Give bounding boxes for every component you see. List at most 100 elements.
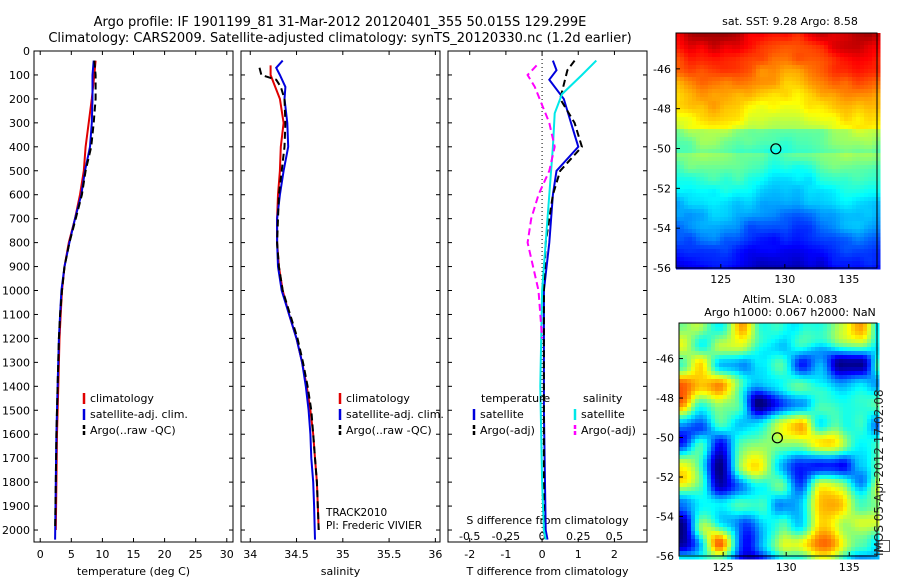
sla_map-cell	[679, 323, 684, 328]
sla_map-cell	[815, 363, 820, 368]
sst_map-cell	[848, 161, 853, 166]
sst_map-cell	[796, 173, 801, 178]
sla_map-cell	[815, 439, 820, 444]
sst_map-cell	[708, 237, 713, 242]
sla_map-cell	[847, 335, 852, 340]
sla_map-cell	[767, 327, 772, 332]
sla_map-cell	[855, 347, 860, 352]
sst_map-cell	[844, 221, 849, 226]
sst_map-cell	[796, 81, 801, 86]
sla_map-cell	[827, 371, 832, 376]
sla_map-cell	[751, 455, 756, 460]
sla_map-cell	[679, 447, 684, 452]
sst_map-cell	[780, 133, 785, 138]
sst_map-cell	[808, 121, 813, 126]
sst_map-cell	[756, 129, 761, 134]
sst_map-cell	[796, 181, 801, 186]
sst_map-cell	[832, 197, 837, 202]
sst_map-cell	[724, 157, 729, 162]
sla_map-cell	[759, 359, 764, 364]
sst_map-cell	[772, 49, 777, 54]
sla_map-cell	[735, 363, 740, 368]
sst_map-cell	[676, 137, 681, 142]
sst_map-cell	[792, 41, 797, 46]
sla_map-cell	[715, 403, 720, 408]
sst_map-xtick-label: 135	[838, 273, 859, 286]
sst_map-cell	[796, 125, 801, 130]
sla_map-cell	[831, 323, 836, 328]
sla_map-cell	[739, 391, 744, 396]
sst_map-cell	[716, 229, 721, 234]
sla_map-cell	[799, 355, 804, 360]
sst_map-cell	[824, 41, 829, 46]
sla_map-cell	[719, 343, 724, 348]
sst_map-cell	[740, 141, 745, 146]
sst_map-cell	[812, 89, 817, 94]
sst_map-cell	[832, 121, 837, 126]
sst_map-cell	[868, 169, 873, 174]
sla_map-cell	[803, 435, 808, 440]
sla_map-cell	[683, 331, 688, 336]
sst_map-cell	[700, 185, 705, 190]
sst_map-cell	[824, 57, 829, 62]
sst_map-cell	[820, 145, 825, 150]
sla_map-cell	[703, 391, 708, 396]
sla_map-cell	[695, 395, 700, 400]
sla_map-cell	[827, 375, 832, 380]
sla_map-cell	[803, 347, 808, 352]
sst_map-cell	[764, 257, 769, 262]
sst_map-cell	[748, 165, 753, 170]
sst_map-cell	[680, 153, 685, 158]
sst_map-cell	[792, 73, 797, 78]
sla_map-cell	[859, 447, 864, 452]
sla_map-cell	[855, 395, 860, 400]
sst_map-cell	[772, 65, 777, 70]
sst_map-cell	[724, 61, 729, 66]
sst_map-cell	[836, 229, 841, 234]
sst_map-cell	[732, 221, 737, 226]
sst_map-cell	[764, 85, 769, 90]
sst_map-cell	[768, 185, 773, 190]
sst_map-cell	[792, 101, 797, 106]
sla_map-cell	[767, 363, 772, 368]
sst_map-cell	[736, 125, 741, 130]
sst_map-cell	[784, 97, 789, 102]
sst_map-cell	[696, 185, 701, 190]
sla_map-cell	[695, 327, 700, 332]
sst_map-cell	[848, 125, 853, 130]
sla_map-cell	[863, 447, 868, 452]
sla_map-cell	[843, 351, 848, 356]
sst_map-cell	[784, 221, 789, 226]
sla_map-cell	[731, 367, 736, 372]
sst_map-cell	[724, 165, 729, 170]
sst_map-cell	[780, 181, 785, 186]
sst_map-cell	[852, 173, 857, 178]
sst_map-cell	[780, 193, 785, 198]
sst_map-cell	[776, 189, 781, 194]
temperature-ytick-label: 500	[9, 165, 30, 178]
sst_map-cell	[772, 117, 777, 122]
sla_map-cell	[731, 339, 736, 344]
sla_map-cell	[691, 395, 696, 400]
sst_map-cell	[696, 229, 701, 234]
sst_map-cell	[800, 141, 805, 146]
sst_map-cell	[744, 125, 749, 130]
sla_map-cell	[811, 419, 816, 424]
sst_map-cell	[788, 125, 793, 130]
sst_map-cell	[852, 241, 857, 246]
sst_map-cell	[852, 197, 857, 202]
sla_map-cell	[871, 387, 876, 392]
sst_map-cell	[696, 173, 701, 178]
sst_map-cell	[816, 177, 821, 182]
sla_map-cell	[827, 407, 832, 412]
sst_map-cell	[772, 201, 777, 206]
sst_map-cell	[684, 77, 689, 82]
sst_map-cell	[836, 53, 841, 58]
sst_map-cell	[780, 77, 785, 82]
sla_map-cell	[863, 331, 868, 336]
sla_map-cell	[703, 419, 708, 424]
sla_map-cell	[723, 379, 728, 384]
sla_map-cell	[843, 419, 848, 424]
sst_map-cell	[852, 165, 857, 170]
sst_map-cell	[764, 121, 769, 126]
